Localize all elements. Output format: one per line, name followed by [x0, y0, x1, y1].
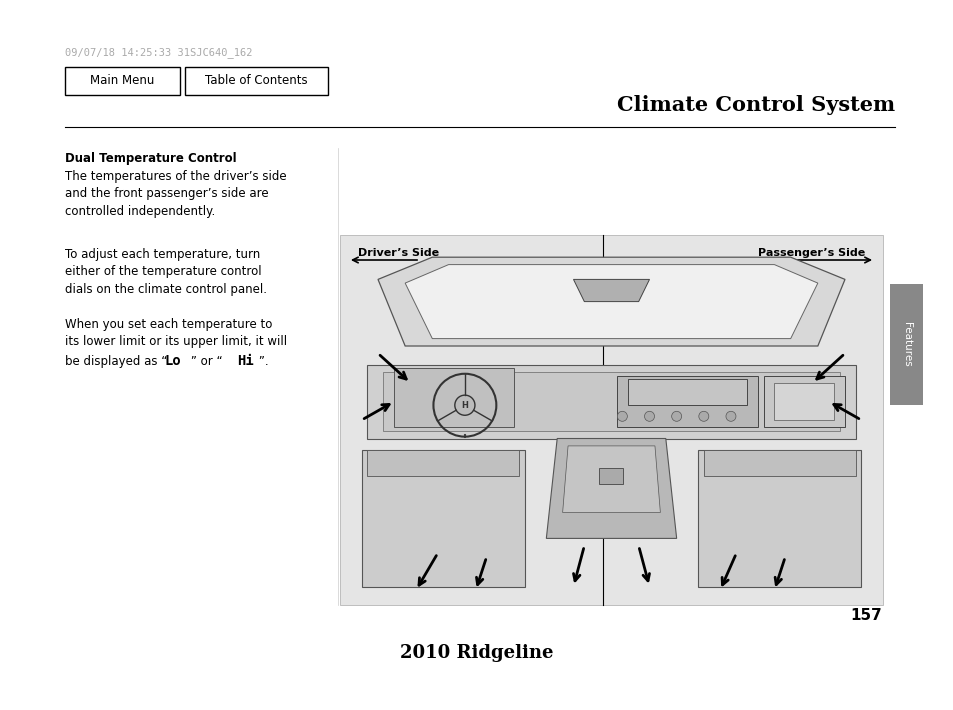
- Text: be displayed as “: be displayed as “: [65, 355, 171, 368]
- Polygon shape: [617, 376, 758, 427]
- Text: H: H: [461, 400, 468, 410]
- Polygon shape: [377, 257, 844, 346]
- Polygon shape: [546, 439, 676, 538]
- Polygon shape: [573, 280, 649, 302]
- Circle shape: [455, 395, 475, 415]
- Text: Table of Contents: Table of Contents: [205, 75, 307, 87]
- Polygon shape: [367, 449, 518, 476]
- Polygon shape: [383, 372, 839, 431]
- Text: To adjust each temperature, turn
either of the temperature control
dials on the : To adjust each temperature, turn either …: [65, 248, 267, 296]
- Text: Climate Control System: Climate Control System: [617, 95, 894, 115]
- Text: Dual Temperature Control: Dual Temperature Control: [65, 152, 236, 165]
- FancyBboxPatch shape: [185, 67, 328, 95]
- Text: Passenger’s Side: Passenger’s Side: [757, 248, 864, 258]
- Polygon shape: [627, 379, 746, 405]
- Polygon shape: [774, 383, 833, 420]
- Text: 2010 Ridgeline: 2010 Ridgeline: [400, 644, 553, 662]
- Text: Features: Features: [901, 322, 911, 367]
- Polygon shape: [562, 446, 659, 513]
- Polygon shape: [394, 368, 514, 427]
- Circle shape: [644, 411, 654, 421]
- Text: The temperatures of the driver’s side
and the front passenger’s side are
control: The temperatures of the driver’s side an…: [65, 170, 286, 218]
- FancyBboxPatch shape: [65, 67, 180, 95]
- Text: ” or “: ” or “: [187, 355, 226, 368]
- Bar: [598, 467, 623, 484]
- FancyBboxPatch shape: [889, 284, 923, 405]
- Text: Hi: Hi: [236, 354, 253, 368]
- Polygon shape: [367, 364, 855, 439]
- FancyBboxPatch shape: [339, 235, 882, 605]
- Circle shape: [699, 411, 708, 421]
- Text: Driver’s Side: Driver’s Side: [357, 248, 438, 258]
- Polygon shape: [698, 449, 861, 586]
- Circle shape: [617, 411, 627, 421]
- Circle shape: [725, 411, 735, 421]
- Text: ”.: ”.: [254, 355, 269, 368]
- Polygon shape: [405, 265, 817, 339]
- Text: 09/07/18 14:25:33 31SJC640_162: 09/07/18 14:25:33 31SJC640_162: [65, 47, 253, 58]
- Polygon shape: [703, 449, 855, 476]
- Circle shape: [671, 411, 681, 421]
- Polygon shape: [762, 376, 844, 427]
- Text: Main Menu: Main Menu: [90, 75, 154, 87]
- Text: 157: 157: [849, 608, 881, 623]
- Text: When you set each temperature to
its lower limit or its upper limit, it will: When you set each temperature to its low…: [65, 318, 287, 349]
- Text: Lo: Lo: [165, 354, 182, 368]
- Polygon shape: [361, 449, 524, 586]
